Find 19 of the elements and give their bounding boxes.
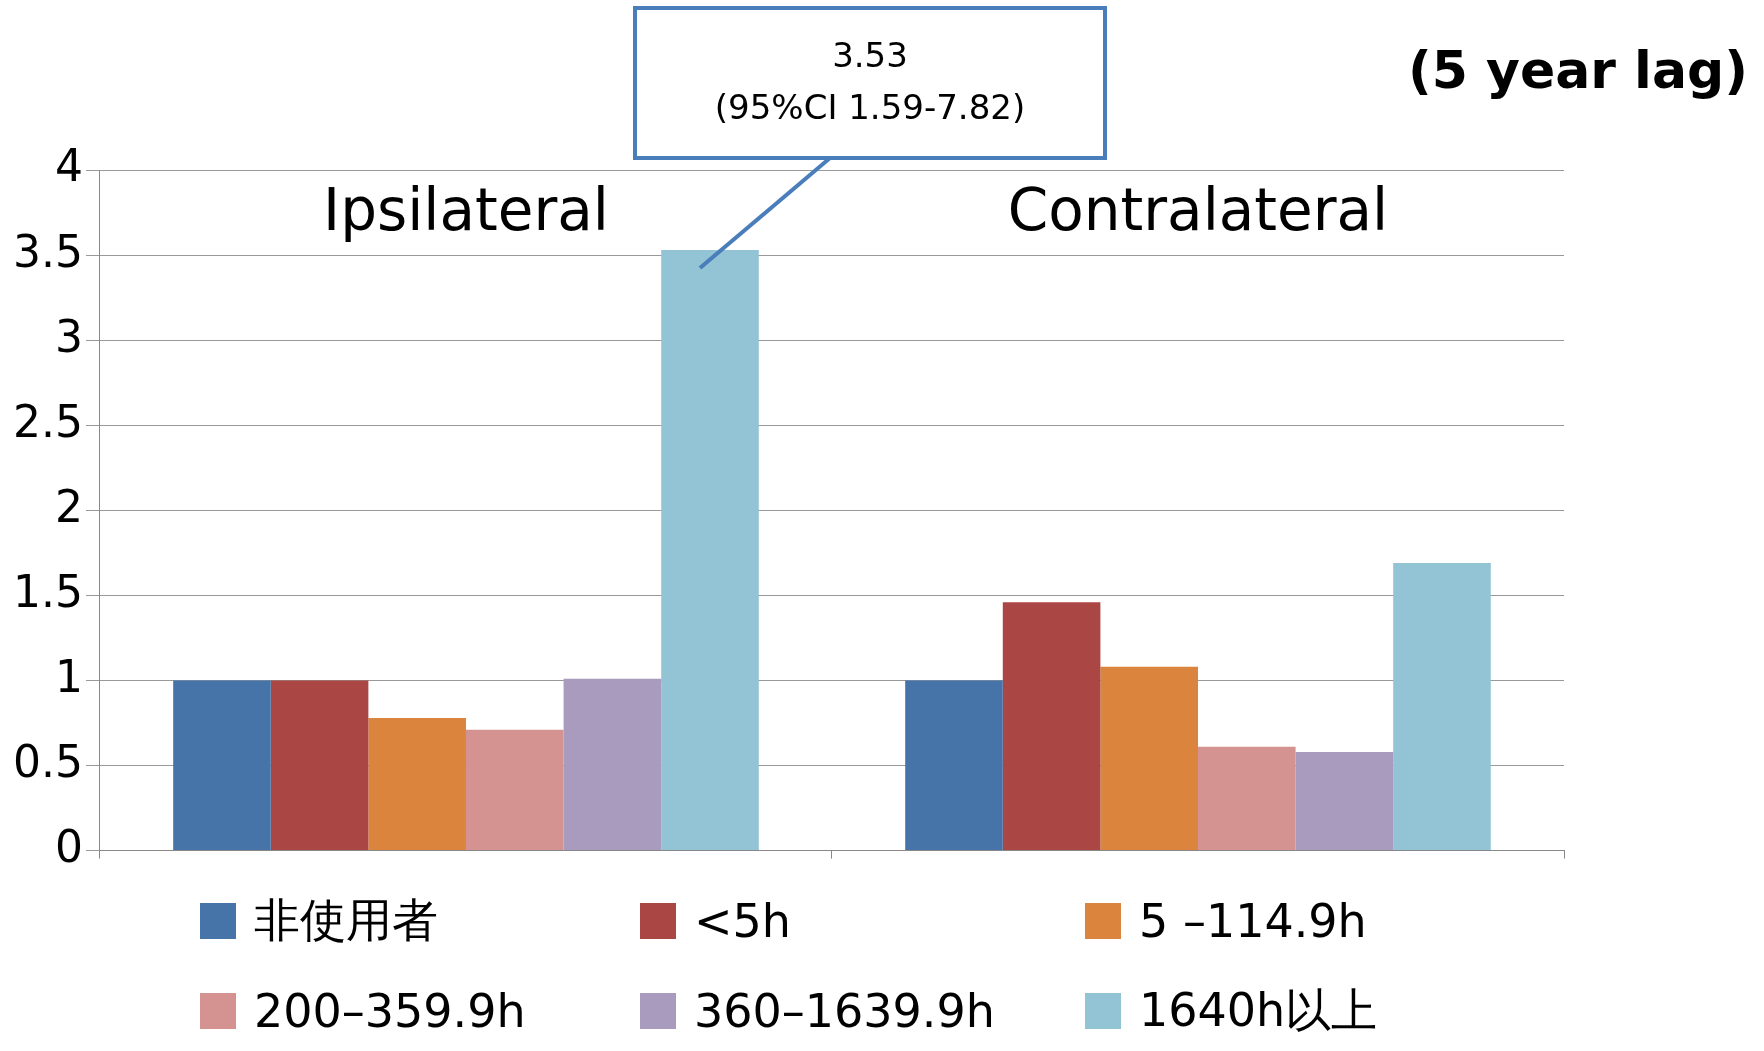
legend-label: 5 –114.9h (1139, 894, 1367, 948)
text: 3.53 (95%CI 1.59-7.82) (714, 34, 1026, 127)
y-tick-label: 3.5 (12, 225, 83, 277)
y-tick-label: 0.5 (12, 735, 83, 787)
legend-label: 200–359.9h (254, 984, 526, 1038)
chart-title: (5 year lag) (1408, 40, 1748, 100)
y-tick-label: 1 (54, 650, 83, 702)
y-tick-label: 2.5 (12, 395, 83, 447)
legend-label: 360–1639.9h (694, 984, 995, 1038)
legend-label: 1640h以上 (1139, 982, 1378, 1039)
legend-label: 非使用者 (254, 892, 438, 949)
y-tick-label: 3 (54, 310, 83, 362)
y-tick-label: 2 (54, 480, 83, 532)
y-tick-label: 1.5 (12, 565, 83, 617)
legend-label: <5h (694, 894, 791, 948)
y-tick-label: 4 (54, 140, 83, 192)
y-tick-label: 0 (54, 821, 83, 873)
x-tick-label: Contralateral (1007, 176, 1389, 245)
x-tick-label: Ipsilateral (323, 176, 609, 245)
